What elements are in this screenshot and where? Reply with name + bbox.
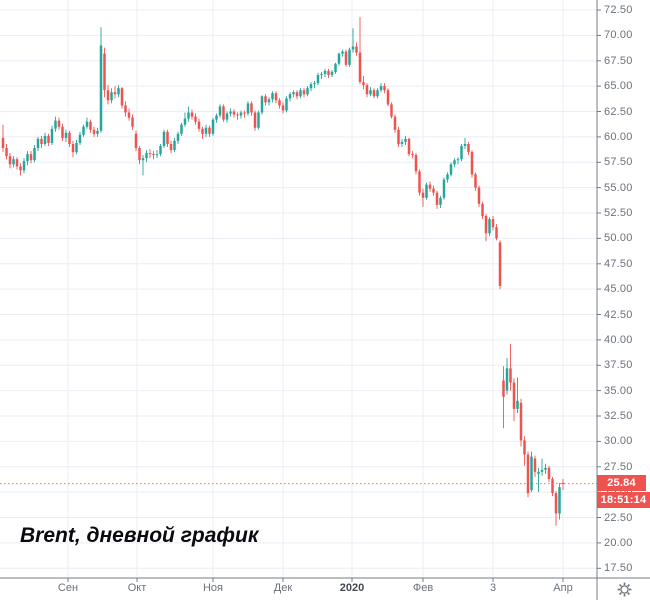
last-price-badge: 25.84 [597,475,646,492]
price-tick-label: 27.50 [604,460,633,473]
price-tick-label: 37.50 [604,359,633,372]
bar-close-countdown-badge: 18:51:14 [597,492,650,509]
price-tick-label: 65.00 [604,80,633,93]
grid-layer [0,0,597,578]
price-tick-label: 40.00 [604,333,633,346]
price-tick-label: 67.50 [604,54,633,67]
time-tick-label: Дек [273,582,293,594]
price-tick-label: 52.50 [604,207,633,219]
price-tick-label: 70.00 [604,29,633,42]
candles-layer [1,17,565,526]
axis-settings-corner[interactable] [598,579,650,600]
price-tick-label: 47.50 [604,257,633,270]
price-tick-label: 72.50 [604,4,633,16]
price-tick-label: 50.00 [604,232,633,245]
price-tick-label: 22.50 [604,511,633,524]
price-tick-label: 62.50 [604,105,633,118]
symbol-watermark: Brent, дневной график [20,524,259,547]
time-tick-label: Фев [412,582,434,594]
price-tick-label: 42.50 [604,308,633,321]
time-tick-label: Ноя [202,582,224,594]
time-tick-label: Окт [127,582,147,594]
price-tick-label: 30.00 [604,435,633,448]
price-tick-label: 17.50 [604,562,633,575]
price-tick-label: 60.00 [604,130,633,143]
time-tick-label: 3 [489,582,497,594]
price-tick-label: 32.50 [604,410,633,422]
gear-icon[interactable] [617,582,632,597]
price-tick-label: 57.50 [604,156,633,169]
time-tick-label: 2020 [339,582,365,594]
price-tick-label: 55.00 [604,181,633,194]
time-tick-label: Сен [57,582,79,594]
price-tick-label: 45.00 [604,283,633,296]
time-tick-label: Апр [553,582,573,594]
price-tick-label: 35.00 [604,384,633,397]
price-tick-label: 20.00 [604,536,633,549]
